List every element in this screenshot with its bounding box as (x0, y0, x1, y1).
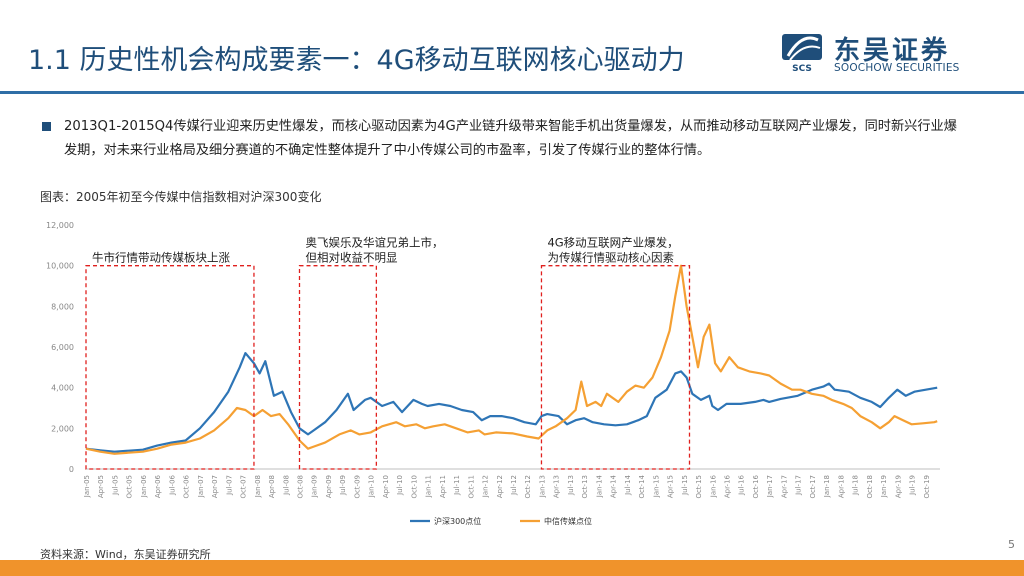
x-tick-label: Apr-19 (894, 475, 902, 498)
x-tick-label: Apr-08 (268, 475, 276, 498)
x-tick-label: Jul-06 (168, 474, 176, 495)
x-tick-label: Jan-08 (254, 475, 262, 498)
y-tick-label: 0 (69, 465, 74, 474)
x-tick-label: Jul-09 (339, 475, 347, 496)
annotation-box (540, 265, 691, 470)
annotation-text: 为传媒行情驱动核心因素 (547, 251, 674, 265)
x-tick-label: Jul-11 (453, 475, 461, 496)
y-tick-label: 8,000 (51, 302, 74, 311)
x-tick-label: Jan-15 (652, 475, 660, 498)
x-tick-label: Jul-18 (852, 475, 860, 496)
legend-label: 中信传媒点位 (544, 516, 592, 526)
annotation-text: 4G移动互联网产业爆发， (547, 236, 678, 250)
summary-paragraph: 2013Q1-2015Q4传媒行业迎来历史性爆发，而核心驱动因素为4G产业链升级… (64, 119, 957, 158)
logo-emblem-icon: SCS (782, 34, 822, 74)
x-tick-label: Jul-16 (738, 474, 746, 495)
x-tick-label: Jan-13 (538, 475, 546, 498)
y-tick-label: 10,000 (46, 262, 74, 271)
x-tick-label: Jul-08 (282, 475, 290, 496)
x-tick-label: Apr-05 (97, 475, 105, 498)
x-tick-label: Jul-13 (567, 475, 575, 496)
page-number: 5 (1008, 538, 1015, 551)
x-tick-label: Jul-10 (396, 475, 404, 496)
figure-caption: 图表：2005年初至今传媒中信指数相对沪深300变化 (40, 190, 322, 204)
x-tick-label: Oct-13 (581, 475, 589, 499)
x-tick-label: Jan-12 (482, 475, 490, 498)
x-tick-label: Oct-19 (923, 475, 931, 499)
x-tick-label: Oct-07 (240, 475, 248, 499)
x-tick-label: Oct-15 (695, 475, 703, 499)
source-note: 资料来源：Wind，东吴证券研究所 (40, 548, 211, 561)
x-tick-label: Jan-05 (83, 475, 91, 498)
logo-mark: SCS (792, 64, 812, 74)
x-tick-label: Apr-16 (724, 474, 732, 498)
x-tick-label: Jan-06 (140, 474, 148, 498)
x-tick-label: Jul-05 (111, 475, 119, 496)
x-tick-label: Jan-18 (823, 475, 831, 498)
series-line-1 (85, 352, 938, 453)
x-tick-label: Apr-09 (325, 475, 333, 498)
legend-label: 沪深300点位 (434, 516, 481, 526)
x-tick-label: Jul-07 (225, 475, 233, 496)
annotation-text: 牛市行情带动传媒板块上涨 (92, 251, 230, 265)
x-tick-label: Jan-07 (197, 475, 205, 498)
annotation-text: 但相对收益不明显 (306, 251, 398, 265)
x-tick-label: Oct-12 (524, 475, 532, 499)
x-tick-label: Jan-17 (766, 475, 774, 498)
annotation-box (298, 265, 378, 470)
x-tick-label: Apr-13 (553, 475, 561, 498)
x-tick-label: Jul-15 (681, 475, 689, 496)
footer-bar (0, 560, 1024, 576)
x-tick-label: Jan-19 (880, 475, 888, 498)
y-tick-label: 6,000 (51, 343, 74, 352)
x-tick-label: Oct-17 (809, 475, 817, 499)
series-line-2 (85, 264, 938, 455)
x-tick-label: Apr-10 (382, 475, 390, 498)
x-tick-label: Apr-18 (837, 475, 845, 498)
x-tick-label: Oct-08 (297, 475, 305, 499)
x-tick-label: Oct-16 (752, 474, 760, 498)
x-tick-label: Apr-11 (439, 475, 447, 498)
x-tick-label: Jan-16 (709, 474, 717, 498)
logo-name-cn: 东吴证券 (834, 36, 951, 66)
x-tick-label: Oct-10 (410, 475, 418, 499)
x-tick-label: Oct-14 (638, 474, 646, 498)
x-tick-label: Jul-14 (624, 474, 632, 495)
logo-name-en: SOOCHOW SECURITIES (834, 62, 960, 74)
x-tick-label: Oct-18 (866, 475, 874, 499)
x-tick-label: Jan-10 (368, 475, 376, 498)
x-tick-label: Apr-17 (780, 475, 788, 498)
annotation-text: 奥飞娱乐及华谊兄弟上市， (306, 236, 444, 250)
x-tick-label: Jul-17 (795, 475, 803, 496)
x-tick-label: Oct-05 (126, 475, 134, 499)
y-tick-label: 2,000 (51, 424, 74, 433)
header-divider (0, 91, 1024, 94)
x-tick-label: Jul-12 (510, 475, 518, 496)
x-tick-label: Jan-09 (311, 475, 319, 498)
y-tick-label: 12,000 (46, 221, 74, 230)
x-tick-label: Apr-15 (667, 475, 675, 498)
x-tick-label: Apr-12 (496, 475, 504, 498)
x-tick-label: Oct-11 (467, 475, 475, 499)
annotation-box (85, 265, 255, 470)
x-tick-label: Jan-11 (425, 475, 433, 498)
x-tick-label: Apr-14 (610, 474, 618, 498)
y-tick-label: 4,000 (51, 384, 74, 393)
x-tick-label: Apr-07 (211, 475, 219, 498)
x-tick-label: Oct-06 (183, 474, 191, 498)
x-tick-label: Jan-14 (595, 474, 603, 498)
bullet-square-icon (42, 122, 51, 131)
company-logo: SCS 东吴证券 SOOCHOW SECURITIES (780, 30, 980, 80)
x-tick-label: Jul-19 (909, 475, 917, 496)
x-tick-label: Apr-06 (154, 474, 162, 498)
x-tick-label: Oct-09 (353, 475, 361, 499)
page-title: 1.1 历史性机会构成要素一：4G移动互联网核心驱动力 (28, 45, 685, 76)
